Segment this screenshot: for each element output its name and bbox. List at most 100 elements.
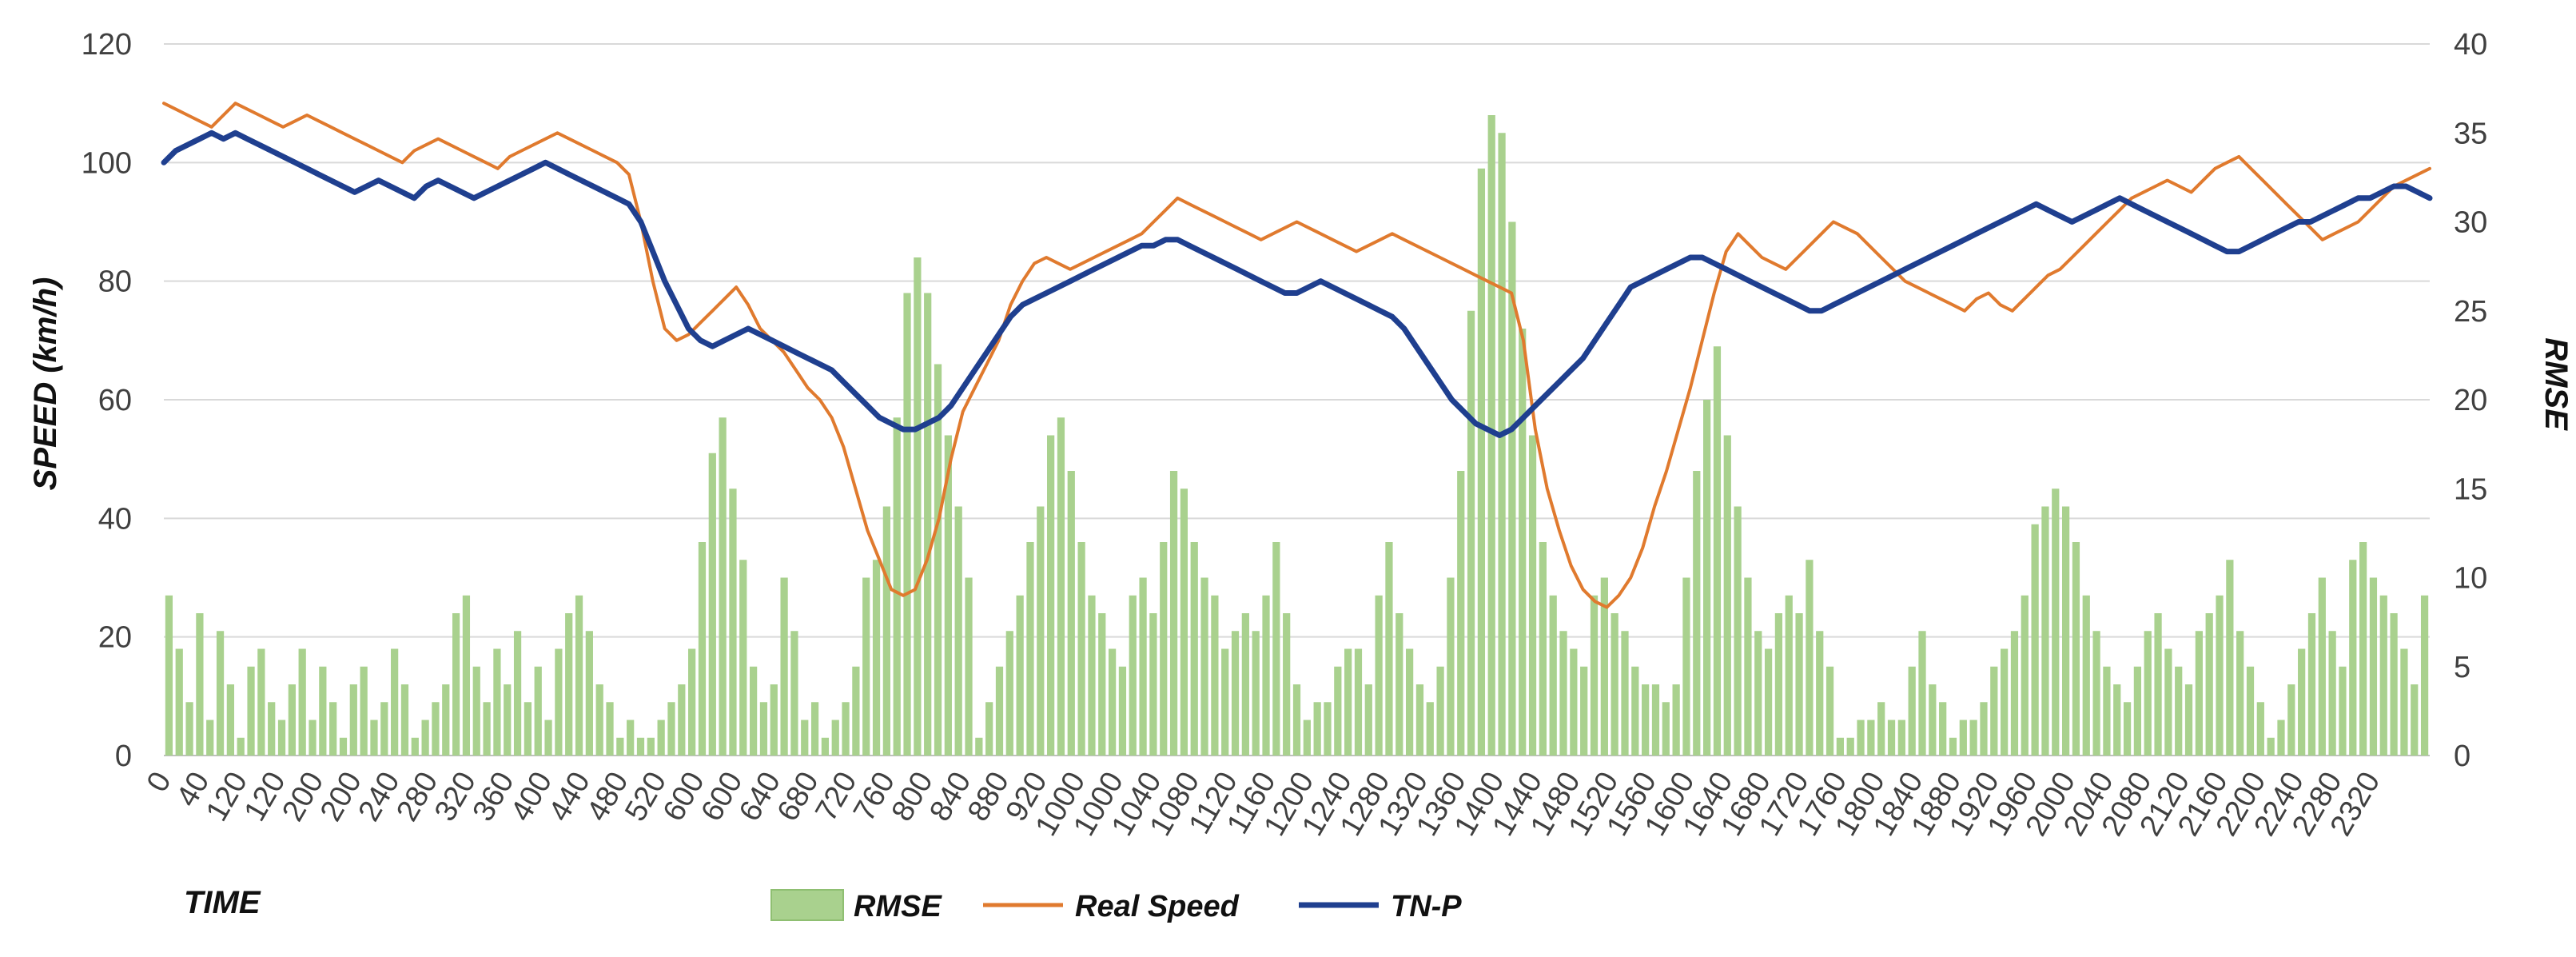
rmse-bar xyxy=(2041,506,2049,756)
rmse-bar xyxy=(1395,613,1403,756)
legend: RMSE Real Speed TN-P xyxy=(770,889,1462,923)
rmse-bar xyxy=(2226,560,2234,756)
rmse-bar xyxy=(1118,666,1127,756)
rmse-bar xyxy=(2369,577,2378,756)
rmse-bar xyxy=(237,737,245,756)
rmse-bar xyxy=(1047,435,1055,756)
rmse-bar xyxy=(627,720,635,756)
rmse-bar xyxy=(903,293,911,756)
rmse-bar xyxy=(821,737,830,756)
rmse-bar xyxy=(1426,702,1434,756)
rmse-bar xyxy=(1580,666,1588,756)
rmse-bar xyxy=(2164,648,2172,756)
rmse-bar xyxy=(1252,631,1260,756)
rmse-bar xyxy=(2411,684,2419,756)
rmse-bar xyxy=(165,595,173,756)
rmse-bar xyxy=(1867,720,1875,756)
rmse-bar xyxy=(1703,400,1711,756)
rmse-bar xyxy=(914,257,922,756)
rmse-bar xyxy=(1405,648,1414,756)
rmse-bar xyxy=(1857,720,1865,756)
left-axis-ticks: 0 20 40 60 80 100 120 xyxy=(82,28,132,773)
y2-axis-title: RMSE xyxy=(2538,337,2574,431)
y-axis-title: SPEED (km/h) xyxy=(28,277,63,491)
rmse-bar xyxy=(2103,666,2111,756)
rmse-bar xyxy=(1795,613,1803,756)
rmse-bar xyxy=(2349,560,2357,756)
rmse-bar xyxy=(1877,702,1885,756)
rmse-bar xyxy=(1508,221,1516,756)
y-tick-label: 20 xyxy=(98,621,132,655)
rmse-bar xyxy=(1211,595,1219,756)
rmse-bar xyxy=(2113,684,2121,756)
rmse-bar xyxy=(954,506,962,756)
rmse-bar xyxy=(268,702,276,756)
rmse-bar xyxy=(2216,595,2224,756)
rmse-bar xyxy=(698,542,707,756)
rmse-bar xyxy=(544,720,552,756)
rmse-bar xyxy=(1149,613,1157,756)
rmse-bar xyxy=(924,293,932,756)
rmse-bar xyxy=(1005,631,1013,756)
rmse-bar xyxy=(2031,524,2039,756)
rmse-bar xyxy=(2318,577,2326,756)
rmse-bar xyxy=(411,737,419,756)
rmse-bar xyxy=(780,577,788,756)
rmse-bar xyxy=(1774,613,1783,756)
rmse-bar xyxy=(1344,648,1352,756)
rmse-bar xyxy=(1672,684,1680,756)
rmse-bar xyxy=(2205,613,2213,756)
rmse-bar xyxy=(1067,471,1075,756)
rmse-bar xyxy=(1180,488,1188,756)
rmse-bar xyxy=(1908,666,1916,756)
rmse-bar xyxy=(462,595,471,756)
rmse-bar xyxy=(309,720,317,756)
rmse-bar xyxy=(1139,577,1147,756)
rmse-bar xyxy=(1303,720,1311,756)
rmse-bar xyxy=(1693,471,1701,756)
rmse-bar xyxy=(1610,613,1618,756)
rmse-bar xyxy=(2184,684,2193,756)
rmse-bar xyxy=(277,720,286,756)
rmse-bar xyxy=(339,737,348,756)
rmse-bar xyxy=(975,737,983,756)
rmse-bar xyxy=(1549,595,1557,756)
rmse-bar xyxy=(678,684,686,756)
rmse-bar xyxy=(2339,666,2347,756)
rmse-bar xyxy=(657,720,665,756)
rmse-bar xyxy=(1980,702,1988,756)
rmse-bar xyxy=(380,702,388,756)
rmse-bar xyxy=(585,631,593,756)
rmse-bar xyxy=(1734,506,1742,756)
rmse-bar xyxy=(1642,684,1650,756)
y2-tick-label: 0 xyxy=(2454,740,2470,773)
rmse-bar xyxy=(790,631,798,756)
rmse-bar xyxy=(595,684,603,756)
rmse-bar xyxy=(2328,631,2336,756)
rmse-bar xyxy=(2277,720,2285,756)
y-tick-label: 100 xyxy=(82,146,132,180)
rmse-bar xyxy=(1959,720,1967,756)
rmse-bar xyxy=(719,417,727,756)
rmse-bar xyxy=(1487,115,1495,756)
rmse-bar xyxy=(421,720,429,756)
rmse-bar xyxy=(872,560,881,756)
rmse-bar xyxy=(1241,613,1249,756)
rmse-bar xyxy=(759,702,768,756)
rmse-bar xyxy=(483,702,491,756)
rmse-bar xyxy=(1590,595,1599,756)
right-axis-ticks: 0 5 10 15 20 25 30 35 40 xyxy=(2454,28,2487,773)
rmse-bar xyxy=(2359,542,2367,756)
rmse-bar xyxy=(606,702,614,756)
rmse-bar xyxy=(2144,631,2152,756)
rmse-bar xyxy=(1969,720,1977,756)
y-tick-label: 80 xyxy=(98,265,132,299)
tn-p-line xyxy=(161,130,2433,438)
rmse-bar xyxy=(770,684,778,756)
rmse-bar xyxy=(1570,648,1578,756)
rmse-bar xyxy=(1313,702,1321,756)
rmse-bar xyxy=(1057,417,1065,756)
rmse-bar xyxy=(1283,613,1291,756)
rmse-bar xyxy=(2287,684,2295,756)
y-tick-label: 0 xyxy=(115,740,132,773)
